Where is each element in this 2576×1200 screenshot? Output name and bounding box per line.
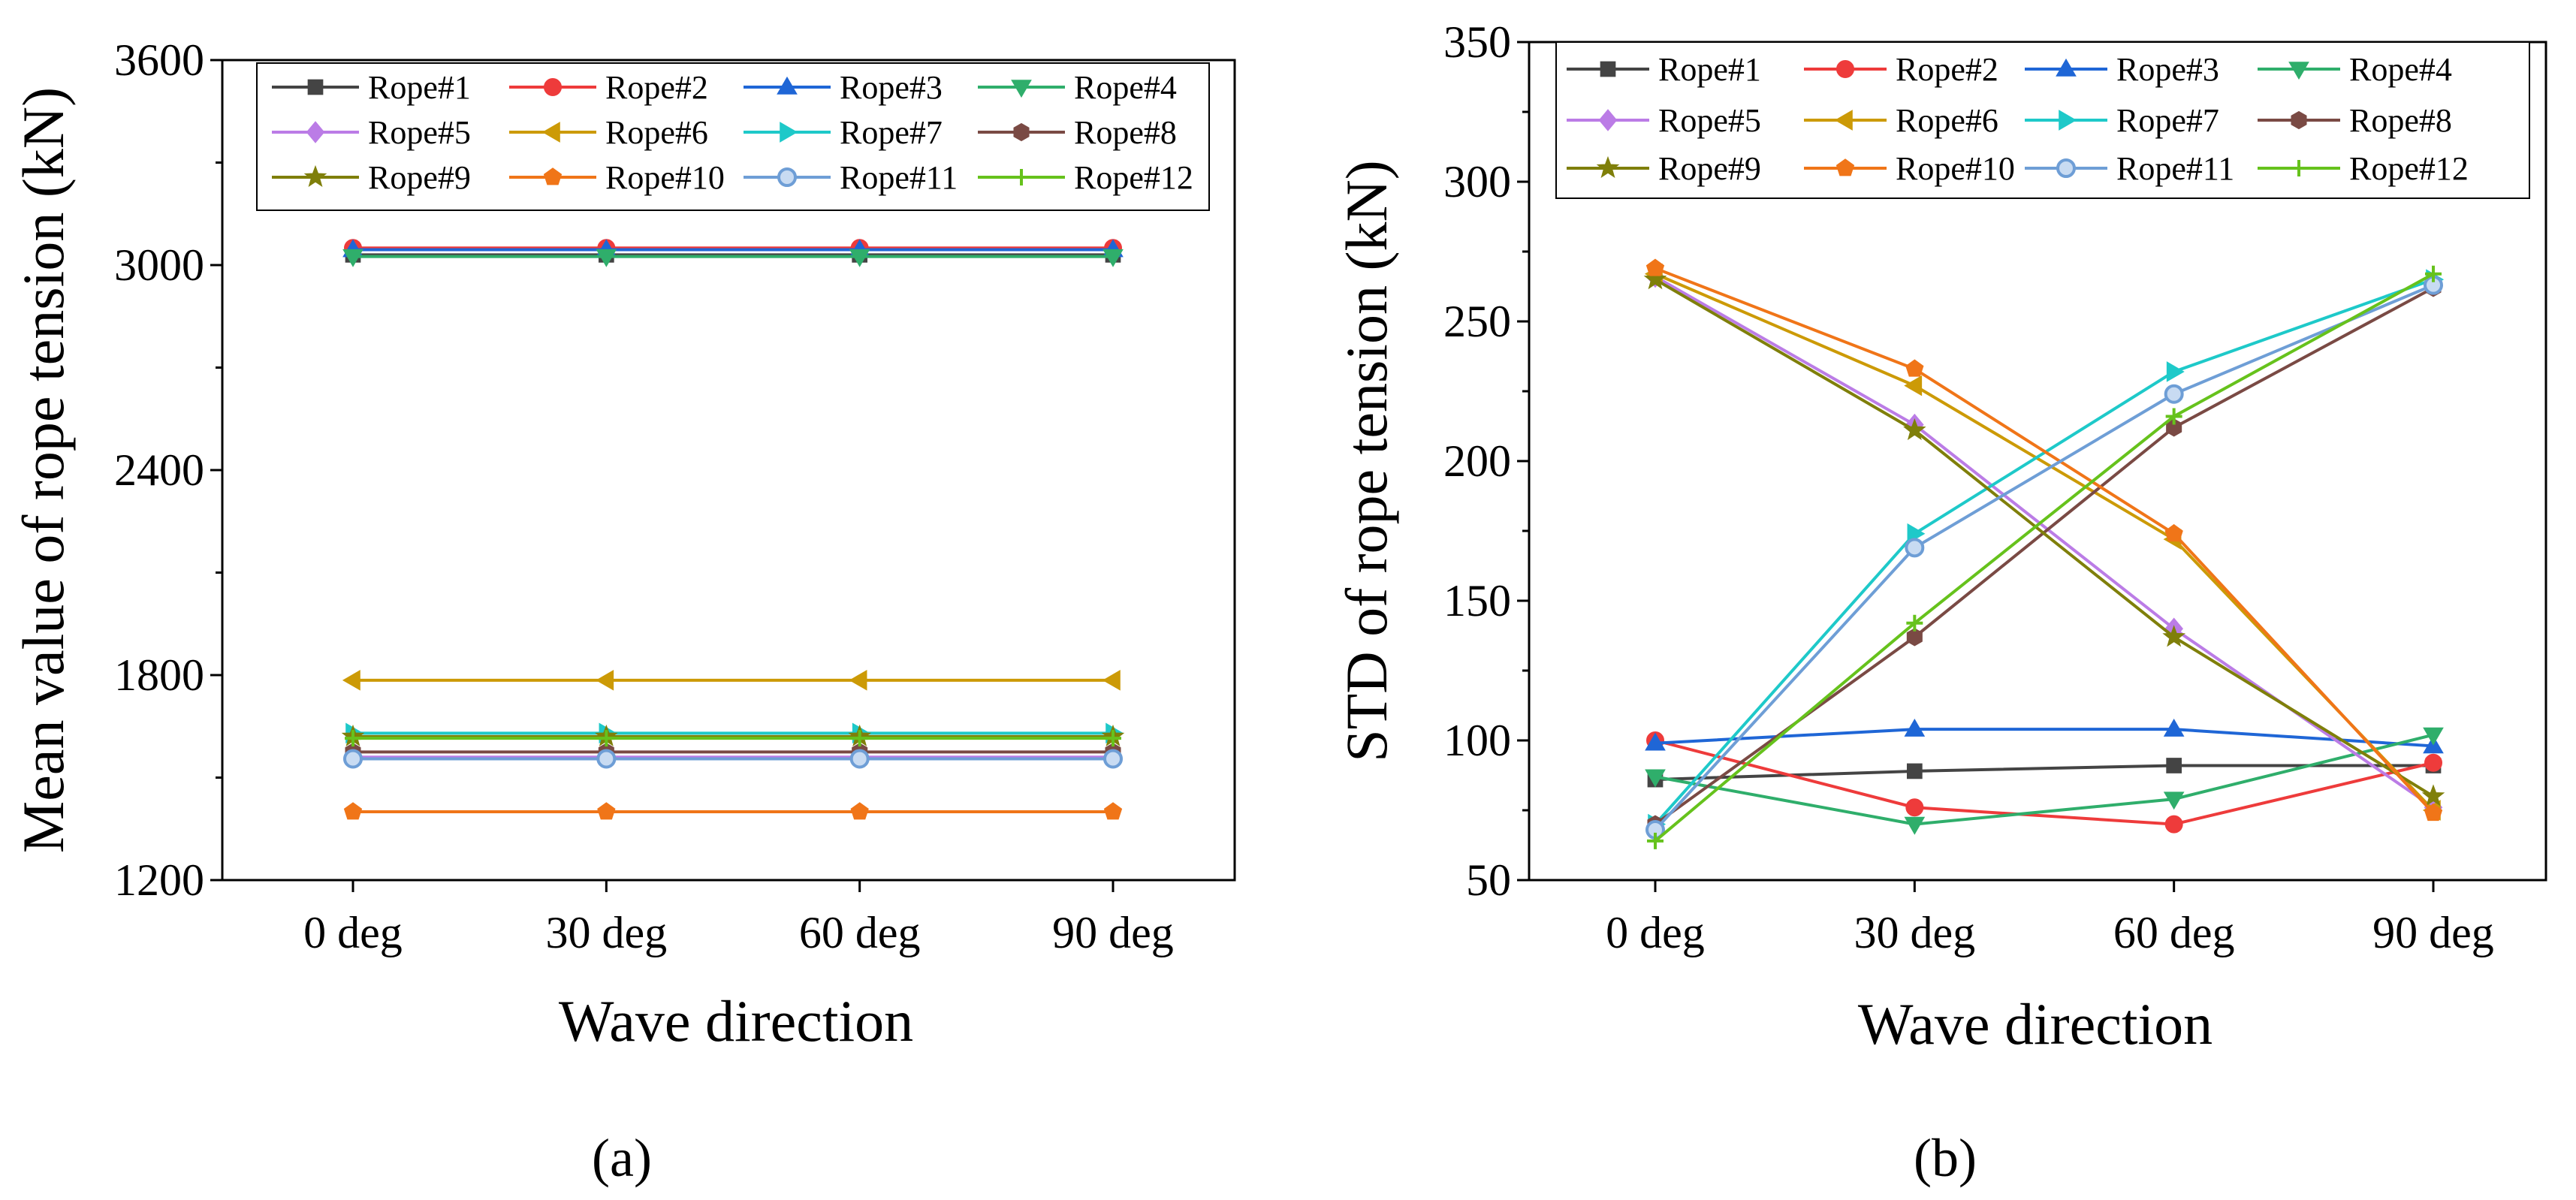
x-tick-label: 60 deg: [2113, 908, 2235, 957]
data-point: [345, 750, 361, 767]
data-point: [852, 750, 868, 767]
panel-caption-a: (a): [592, 1128, 652, 1188]
legend-label: Rope#10: [1896, 150, 2015, 187]
legend-label: Rope#6: [605, 114, 708, 151]
legend-label: Rope#5: [368, 114, 471, 151]
x-tick-label: 60 deg: [799, 908, 921, 957]
legend-marker: [2291, 112, 2306, 128]
legend-label: Rope#4: [1074, 69, 1177, 106]
legend-label: Rope#7: [840, 114, 943, 151]
legend-label: Rope#3: [2116, 51, 2219, 88]
panel-caption-b: (b): [1914, 1128, 1977, 1188]
x-tick-label: 0 deg: [1606, 908, 1705, 957]
y-tick-label: 2400: [114, 445, 204, 495]
y-tick-label: 350: [1443, 17, 1511, 67]
legend-marker: [779, 169, 795, 185]
legend-label: Rope#2: [1896, 51, 1998, 88]
y-tick-label: 200: [1443, 436, 1511, 486]
data-point: [1906, 799, 1923, 816]
legend-label: Rope#8: [2349, 102, 2452, 139]
legend-marker: [1837, 61, 1854, 77]
data-point: [1908, 764, 1922, 779]
x-tick-label: 0 deg: [303, 908, 403, 957]
y-tick-label: 3000: [114, 240, 204, 290]
y-tick-label: 300: [1443, 157, 1511, 207]
legend-marker: [1601, 62, 1615, 77]
legend-label: Rope#3: [840, 69, 943, 106]
y-tick-label: 50: [1466, 855, 1511, 905]
legend-label: Rope#11: [840, 159, 958, 196]
data-point: [598, 750, 614, 767]
y-tick-label: 100: [1443, 716, 1511, 765]
legend-label: Rope#7: [2116, 102, 2219, 139]
y-tick-label: 1800: [114, 650, 204, 700]
legend-label: Rope#8: [1074, 114, 1177, 151]
legend-marker: [309, 80, 323, 95]
legend-label: Rope#10: [605, 159, 725, 196]
y-axis-label-a: Mean value of rope tension (kN): [11, 87, 76, 853]
figure: 1200 1800 2400 3000 3600 0 deg 30 deg 60 deg 90…: [0, 0, 2576, 1200]
data-point: [2425, 755, 2442, 771]
legend-label: Rope#9: [368, 159, 471, 196]
legend-label: Rope#6: [1896, 102, 1998, 139]
legend-b: Rope#1 Rope#2 Rope#3 Rope#4 Rope#5 Rope#6 Rope…: [1556, 42, 2529, 198]
x-tick-label: 30 deg: [546, 908, 668, 957]
legend-label: Rope#9: [1658, 150, 1761, 187]
legend-label: Rope#1: [368, 69, 471, 106]
legend-label: Rope#5: [1658, 102, 1761, 139]
x-tick-label: 30 deg: [1854, 908, 1976, 957]
x-tick-label: 90 deg: [1052, 908, 1174, 957]
data-point: [1105, 750, 1121, 767]
legend-label: Rope#12: [1074, 159, 1193, 196]
data-point: [2167, 758, 2181, 773]
y-tick-label: 1200: [114, 855, 204, 905]
y-tick-label: 250: [1443, 297, 1511, 346]
y-axis-label-b: STD of rope tension (kN): [1334, 160, 1399, 762]
legend-label: Rope#12: [2349, 150, 2469, 187]
x-tick-label: 90 deg: [2372, 908, 2494, 957]
x-axis-label-b: Wave direction: [1858, 991, 2213, 1057]
legend-a: Rope#1 Rope#2 Rope#3 Rope#4 Rope#5 Rope#6 Rope…: [257, 63, 1209, 210]
legend-label: Rope#4: [2349, 51, 2452, 88]
data-point: [2166, 386, 2182, 403]
legend-label: Rope#11: [2116, 150, 2234, 187]
data-point: [1906, 539, 1923, 556]
x-axis-label-a: Wave direction: [559, 988, 913, 1054]
legend-marker: [544, 79, 561, 95]
legend-label: Rope#1: [1658, 51, 1761, 88]
legend-marker: [1014, 124, 1028, 140]
legend-marker: [2058, 160, 2074, 176]
legend-label: Rope#2: [605, 69, 708, 106]
data-point: [2166, 816, 2182, 833]
y-tick-label: 150: [1443, 576, 1511, 626]
y-tick-label: 3600: [114, 35, 204, 85]
